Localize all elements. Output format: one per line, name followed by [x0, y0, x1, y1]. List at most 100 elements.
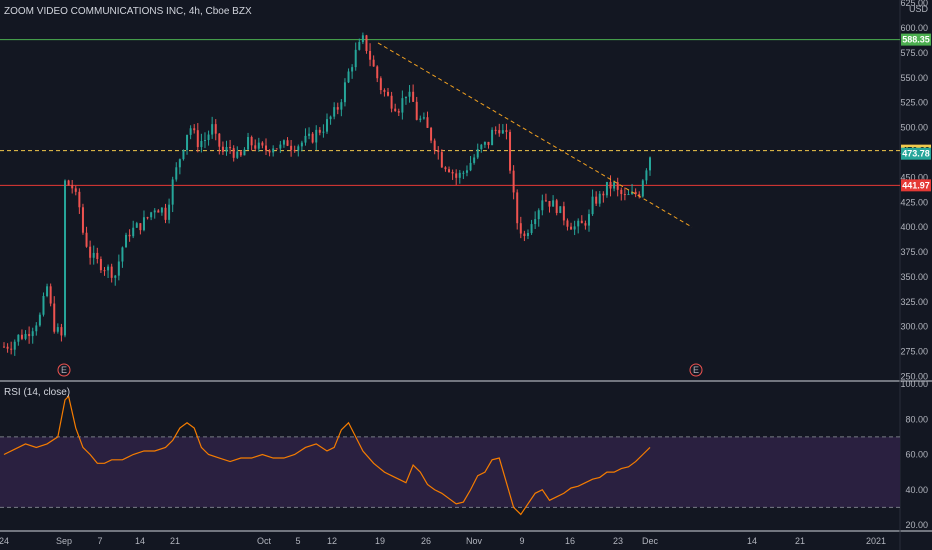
time-tick-label: 12 [327, 536, 337, 546]
candle-body [60, 327, 63, 336]
trendline [377, 42, 693, 228]
candle-body [221, 146, 224, 152]
candle-body [297, 146, 300, 151]
candle-body [282, 140, 285, 145]
candle-body [609, 181, 612, 189]
candle-body [483, 141, 486, 145]
candle-body [196, 130, 199, 148]
rsi-line [3, 395, 651, 516]
price-tick-label: 275.00 [900, 347, 928, 357]
candle-body [526, 233, 529, 237]
candle-body [494, 129, 497, 131]
candle-body [379, 78, 382, 91]
candle-body [99, 259, 102, 271]
candle-body [150, 212, 153, 218]
price-tick-label: 300.00 [900, 322, 928, 332]
price-axis-unit: USD [909, 4, 929, 14]
price-tick-label: 250.00 [900, 372, 928, 382]
time-tick-label: 23 [613, 536, 623, 546]
candle-body [347, 71, 350, 83]
candle-body [232, 148, 235, 158]
candle-body [620, 189, 623, 195]
price-tick-label: 375.00 [900, 247, 928, 257]
candle-body [573, 226, 576, 230]
candle-body [17, 334, 20, 342]
candle-body [383, 90, 386, 92]
candle-body [10, 348, 13, 350]
candle-body [465, 170, 468, 173]
candle-body [318, 129, 321, 133]
candle-body [300, 142, 303, 147]
candle-body [544, 200, 547, 202]
candle-body [189, 128, 192, 135]
rsi-tick-label: 20.00 [905, 520, 928, 530]
candle-body [203, 140, 206, 142]
candle-body [92, 252, 95, 258]
candle-body [369, 50, 372, 60]
candle-body [89, 246, 92, 258]
candle-body [591, 196, 594, 215]
candle-body [616, 182, 619, 190]
price-tick-label: 600.00 [900, 23, 928, 33]
time-tick-label: 2021 [866, 536, 886, 546]
candle-body [171, 179, 174, 205]
candle-body [559, 206, 562, 213]
candle-body [397, 111, 400, 113]
candle-body [487, 141, 490, 146]
candle-body [200, 141, 203, 148]
time-tick-label: 24 [0, 536, 9, 546]
candle-body [38, 314, 41, 326]
candle-body [462, 172, 465, 174]
level-badge-label: 441.97 [902, 180, 930, 190]
candle-body [81, 207, 84, 233]
candle-body [257, 142, 260, 149]
candle-body [193, 128, 196, 131]
earnings-marker-label: E [61, 365, 67, 375]
candle-body [186, 134, 189, 150]
time-tick-label: 7 [97, 536, 102, 546]
candle-body [598, 193, 601, 204]
candle-body [207, 134, 210, 141]
candle-body [326, 119, 328, 132]
candle-body [3, 346, 5, 348]
candle-body [641, 180, 644, 197]
candle-body [351, 67, 354, 72]
candle-body [239, 151, 242, 156]
candle-body [361, 35, 364, 43]
candle-body [46, 286, 49, 297]
candle-body [501, 130, 504, 134]
candle-body [85, 232, 88, 247]
candle-body [343, 82, 346, 103]
candle-body [566, 220, 569, 227]
candle-body [103, 270, 106, 272]
candle-body [372, 59, 375, 67]
rsi-title: RSI (14, close) [4, 387, 70, 398]
candle-body [211, 124, 214, 135]
candle-body [512, 170, 515, 193]
candle-body [602, 193, 605, 196]
earnings-marker-label: E [693, 365, 699, 375]
candle-body [509, 131, 512, 171]
candle-body [117, 261, 120, 276]
candle-body [315, 129, 318, 143]
price-tick-label: 575.00 [900, 48, 928, 58]
time-tick-label: 14 [135, 536, 145, 546]
candle-body [469, 162, 472, 171]
candle-body [308, 133, 311, 136]
candle-body [218, 133, 221, 147]
candle-body [587, 214, 590, 226]
candle-body [24, 333, 27, 339]
candle-body [627, 194, 630, 196]
candle-body [448, 169, 451, 173]
price-tick-label: 325.00 [900, 297, 928, 307]
candle-body [243, 149, 246, 156]
candle-body [329, 116, 332, 120]
candle-body [178, 159, 181, 168]
candle-body [236, 151, 239, 158]
candle-body [491, 129, 494, 146]
candle-body [534, 219, 537, 225]
candle-body [336, 107, 339, 110]
candle-body [128, 234, 131, 237]
earnings-marker [57, 363, 71, 377]
